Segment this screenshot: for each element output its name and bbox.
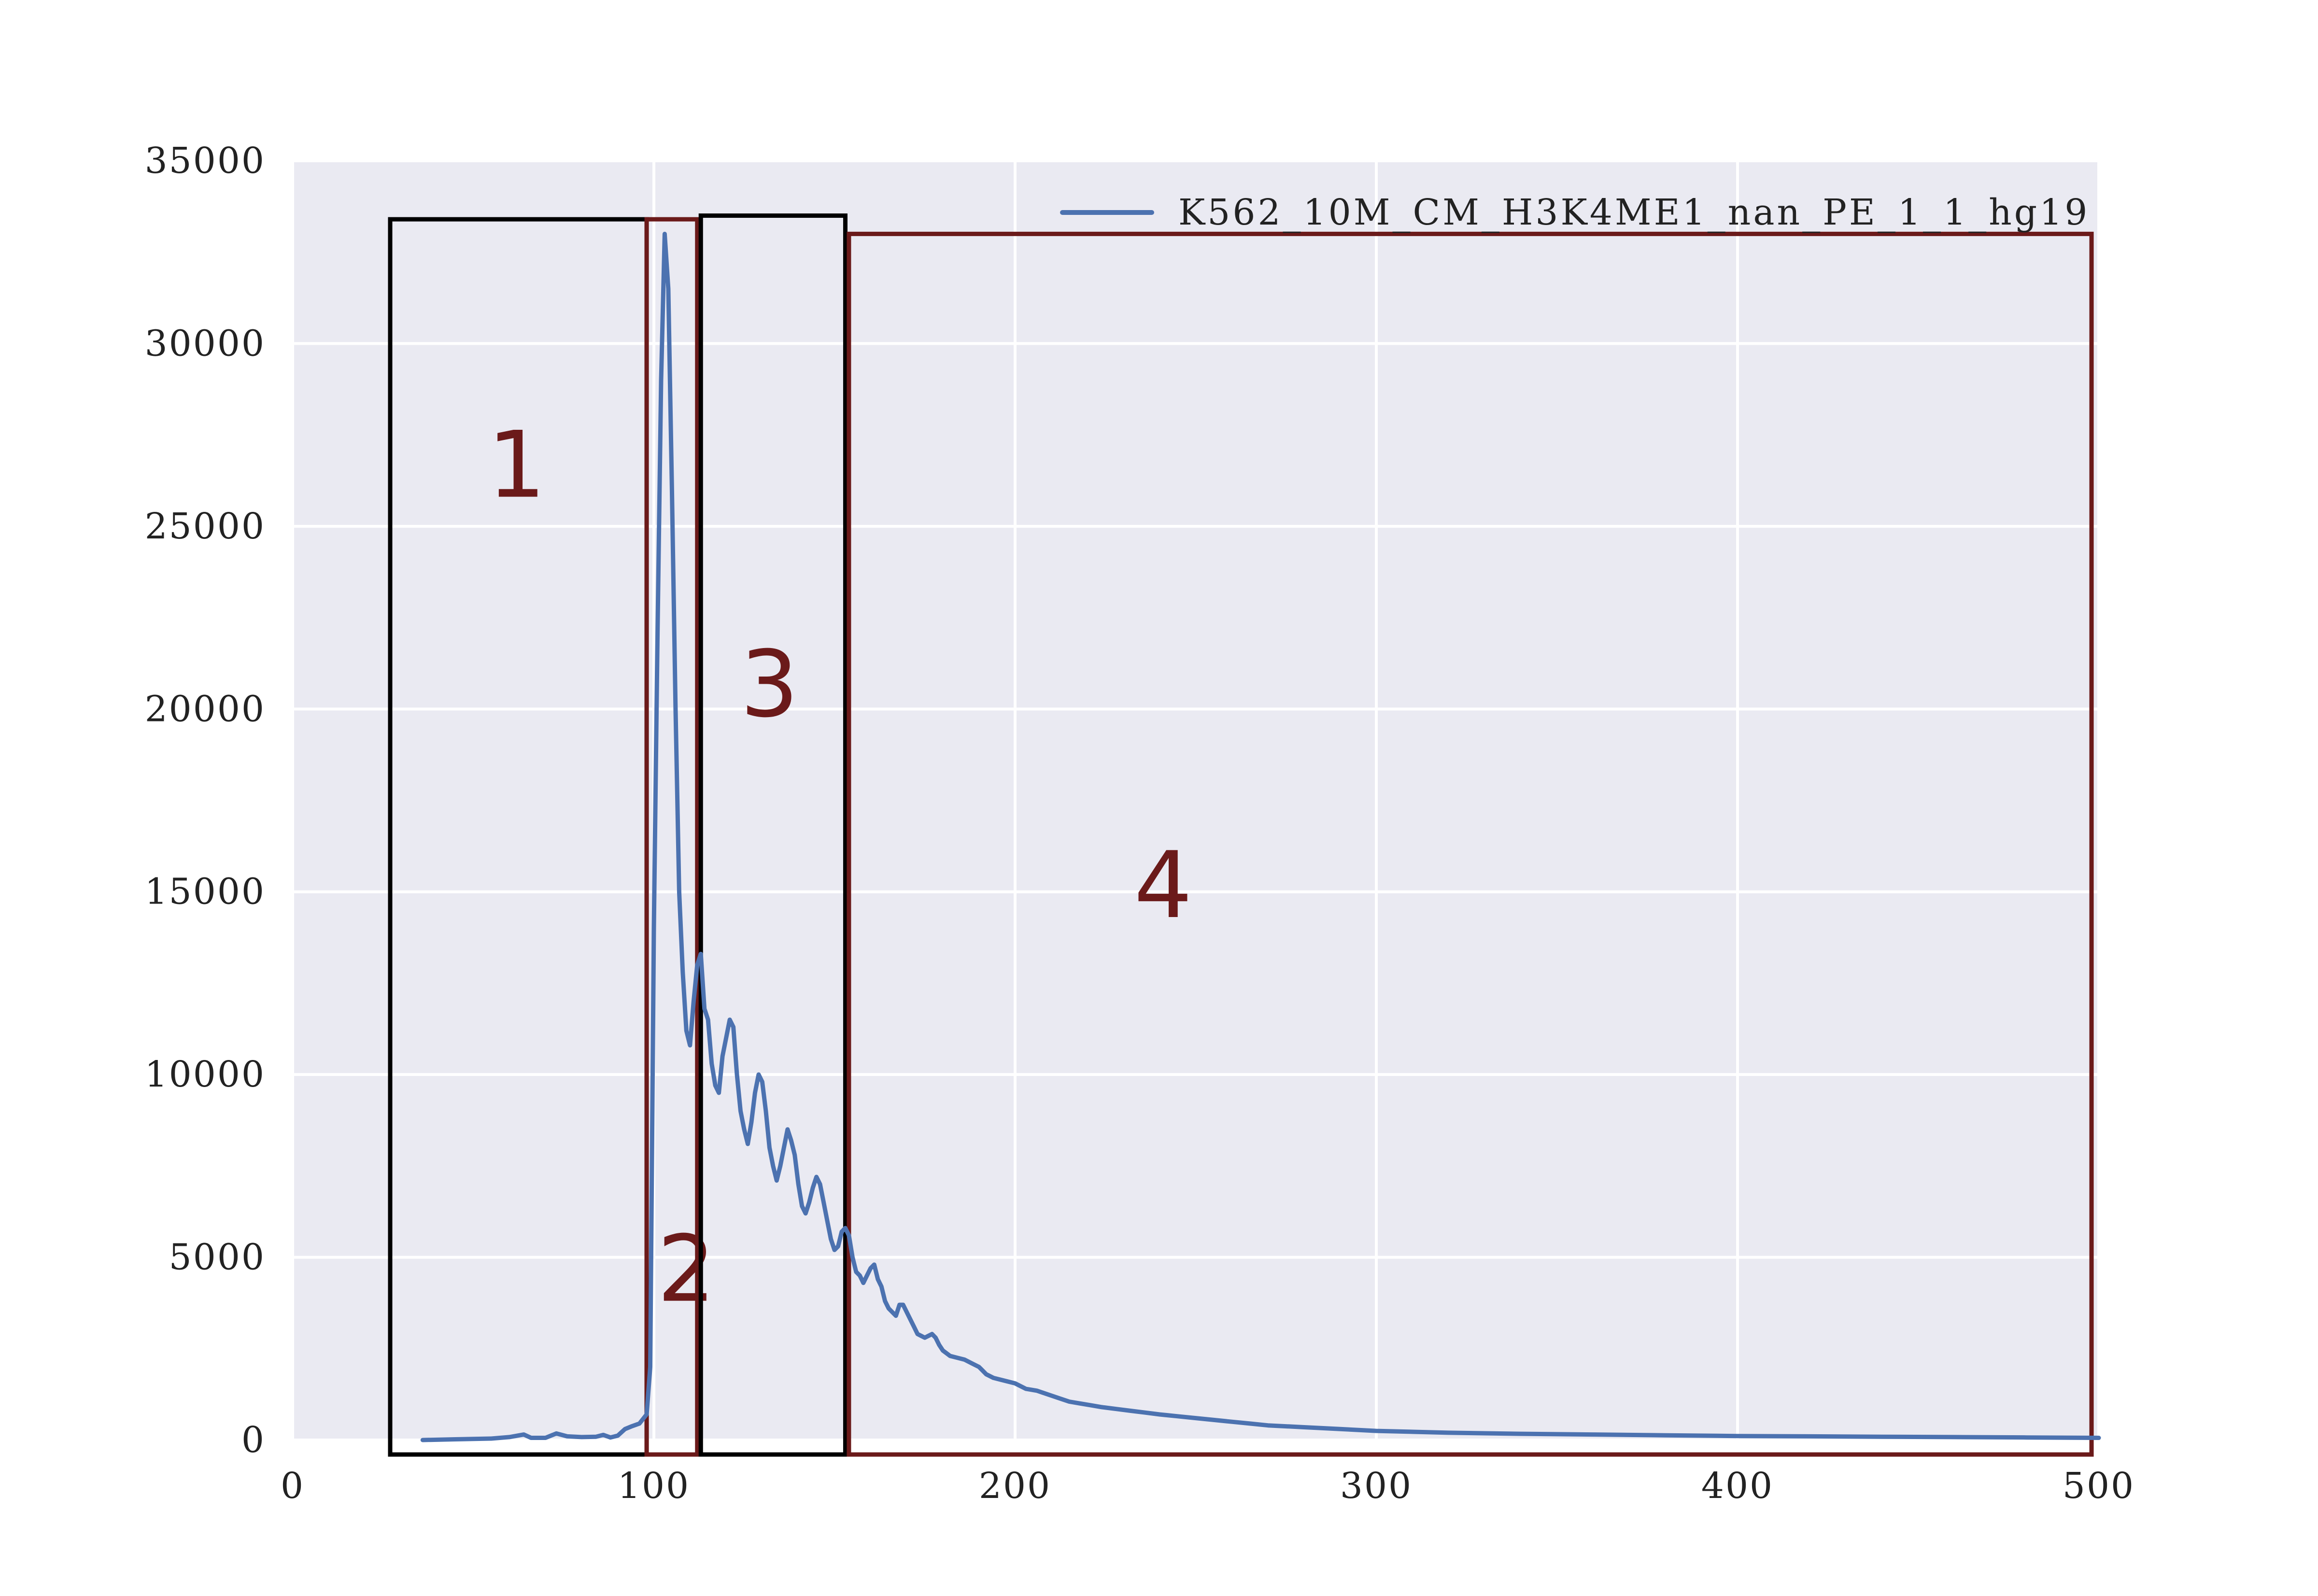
region-label-4: 4 [1134, 832, 1192, 939]
x-tick-label: 300 [1340, 1465, 1413, 1507]
tick-labels: 0 100 200 300 400 500050001000015000200002500… [145, 140, 2135, 1507]
plot-background [293, 161, 2099, 1440]
legend: K562_10M_CM_H3K4ME1_nan_PE_1_1_hg19 [1060, 192, 2090, 233]
y-tick-label: 35000 [145, 140, 266, 182]
x-tick-label: 500 [2063, 1465, 2135, 1507]
y-tick-label: 10000 [145, 1054, 266, 1095]
y-tick-label: 20000 [145, 688, 266, 730]
x-tick-label: 100 [618, 1465, 690, 1507]
region-box-3 [698, 213, 848, 1457]
x-tick-label: 200 [979, 1465, 1051, 1507]
x-tick-label: 400 [1701, 1465, 1774, 1507]
region-boxes: 1 2 3 4 [388, 213, 2094, 1457]
y-tick-label: 30000 [145, 323, 266, 364]
region-box-2 [644, 217, 700, 1457]
grid-lines [291, 159, 2100, 1441]
region-box-4 [847, 231, 2094, 1457]
y-tick-label: 25000 [145, 506, 266, 547]
legend-label: K562_10M_CM_H3K4ME1_nan_PE_1_1_hg19 [1178, 192, 2090, 233]
region-label-2: 2 [657, 1216, 716, 1323]
y-tick-label: 0 [241, 1419, 266, 1461]
y-tick-label: 15000 [145, 871, 266, 913]
x-tick-label: 0 [281, 1465, 305, 1507]
series-layer [420, 231, 2101, 1442]
y-tick-label: 5000 [169, 1237, 266, 1278]
region-label-3: 3 [740, 631, 799, 738]
series-line [420, 231, 2101, 1442]
region-label-1: 1 [487, 412, 546, 519]
